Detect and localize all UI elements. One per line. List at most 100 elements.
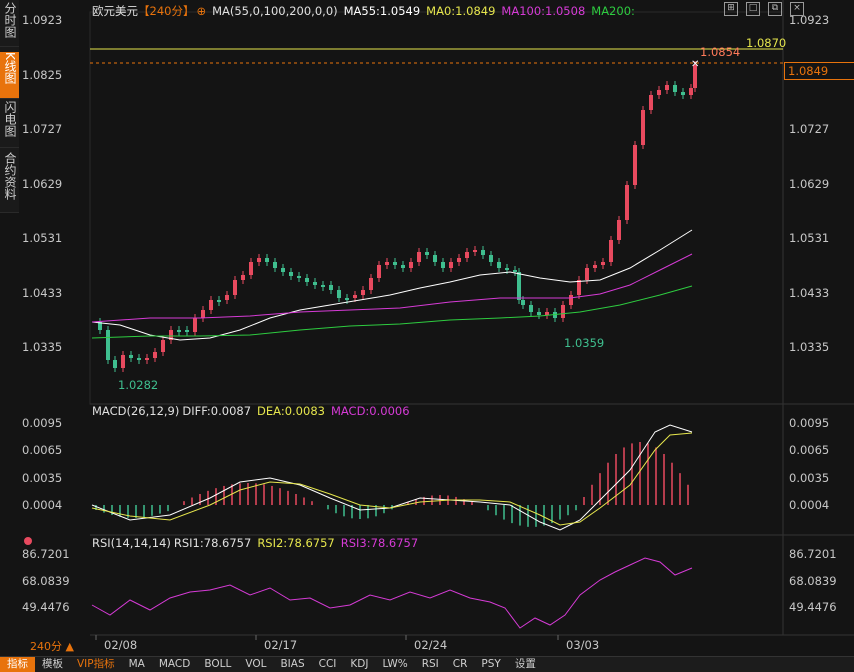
indicator-toolbar: 指标 模板 VIP指标 MA MACD BOLL VOL BIAS CCI KDJ LW% RSI CR…: [0, 656, 854, 672]
indicator-tab-vip-2[interactable]: VIP指标: [77, 658, 115, 670]
candle-body: [385, 262, 389, 265]
candle-body: [161, 340, 165, 352]
close-icon[interactable]: ×: [790, 2, 804, 16]
macd-ytick-right: 0.0095: [789, 416, 829, 430]
maximize-icon[interactable]: □: [746, 2, 760, 16]
ma100-value: MA100:1.0508: [501, 4, 586, 18]
candle-body: [617, 220, 621, 240]
candle-body: [609, 240, 613, 262]
candle-body: [98, 322, 102, 330]
tab-flash[interactable]: 闪电图: [0, 101, 19, 148]
candle-body: [329, 285, 333, 290]
candle-body: [305, 278, 309, 282]
candle-body: [337, 290, 341, 298]
macd-dea-line: [91, 432, 693, 526]
indicator-tab-psy-13[interactable]: PSY: [481, 658, 501, 670]
indicator-tab-cr-12[interactable]: CR: [452, 658, 468, 670]
candle-body: [137, 358, 141, 360]
indicator-tab-macd-4[interactable]: MACD: [158, 658, 191, 670]
macd-ytick-left: 0.0004: [22, 498, 62, 512]
candle-body: [517, 272, 521, 300]
tab-contract-info[interactable]: 合约资料: [0, 152, 19, 213]
candle-body: [545, 312, 549, 315]
period-label: 240分: [30, 640, 62, 653]
candle-body: [345, 298, 349, 300]
indicator-tab-rsi-11[interactable]: RSI: [421, 658, 439, 670]
price-ytick-left: 1.0335: [22, 340, 62, 354]
candle-body: [601, 262, 605, 265]
candle-body: [585, 268, 589, 280]
high-label: 1.0854: [700, 45, 740, 59]
candle-body: [106, 330, 110, 360]
candle-body: [569, 295, 573, 305]
period-tag: 【240分】: [138, 4, 195, 18]
candle-body: [521, 300, 525, 305]
xaxis-label: 03/03: [566, 638, 599, 652]
price-ytick-right: 1.0531: [789, 231, 829, 245]
price-ytick-left: 1.0923: [22, 13, 62, 27]
price-ytick-right: 1.0335: [789, 340, 829, 354]
price-ytick-right: 1.0629: [789, 177, 829, 191]
candle-body: [369, 278, 373, 290]
candle-body: [409, 262, 413, 268]
price-ytick-right: 1.0433: [789, 286, 829, 300]
indicator-tab-cci-8[interactable]: CCI: [318, 658, 337, 670]
restore-icon[interactable]: ⧉: [768, 2, 782, 16]
candle-body: [433, 255, 437, 262]
price-ytick-right: 1.0923: [789, 13, 829, 27]
xaxis-label: 02/08: [104, 638, 137, 652]
candle-body: [321, 285, 325, 287]
indicator-tab-kdj-9[interactable]: KDJ: [350, 658, 369, 670]
tab-kline[interactable]: K线图: [0, 52, 19, 99]
tab-timeshare[interactable]: 分时图: [0, 2, 19, 47]
triangle-up-icon: ▲: [65, 640, 74, 653]
candle-body: [273, 262, 277, 268]
candle-body: [425, 252, 429, 255]
indicator-tab-boll-5[interactable]: BOLL: [204, 658, 232, 670]
candle-body: [577, 280, 581, 295]
price-ytick-left: 1.0727: [22, 122, 62, 136]
indicator-tab--1[interactable]: 模板: [42, 658, 63, 670]
candle-body: [417, 252, 421, 262]
macd-dea: DEA:0.0083: [257, 404, 325, 418]
indicator-tab--14[interactable]: 设置: [514, 658, 536, 670]
price-ytick-left: 1.0531: [22, 231, 62, 245]
settings-icon[interactable]: ⊞: [724, 2, 738, 16]
candle-body: [129, 355, 133, 358]
ma200-line: [91, 285, 693, 339]
macd-ytick-left: 0.0035: [22, 471, 62, 485]
price-ytick-left: 1.0433: [22, 286, 62, 300]
rsi1-value: RSI1:78.6757: [173, 536, 252, 550]
candle-body: [353, 295, 357, 298]
candle-body: [665, 85, 669, 90]
macd-ytick-right: 0.0035: [789, 471, 829, 485]
candle-body: [153, 352, 157, 358]
candle-body: [497, 262, 501, 268]
period-selector[interactable]: 240分 ▲: [30, 638, 74, 654]
candle-body: [689, 88, 693, 95]
candle-body: [233, 280, 237, 295]
rsi-legend: RSI(14,14,14) RSI1:78.6757 RSI2:78.6757 RSI…: [92, 536, 424, 550]
macd-ytick-left: 0.0065: [22, 443, 62, 457]
tab-contract-info-label: 合约资料: [3, 152, 17, 200]
indicator-tab-lw-10[interactable]: LW%: [382, 658, 408, 670]
rsi2-value: RSI2:78.6757: [257, 536, 335, 550]
candle-body: [529, 305, 533, 312]
indicator-tab-bias-7[interactable]: BIAS: [280, 658, 305, 670]
candle-body: [265, 258, 269, 262]
resistance-label: 1.0870: [746, 36, 786, 50]
rsi-ytick-left: 68.0839: [22, 574, 70, 588]
add-icon[interactable]: ⊕: [196, 4, 207, 18]
price-legend: 欧元美元【240分】 ⊕ MA(55,0,100,200,0,0) MA55:1.05…: [92, 3, 641, 19]
candle-body: [225, 295, 229, 300]
symbol-name: 欧元美元: [92, 4, 138, 18]
candle-body: [121, 355, 125, 368]
indicator-tab-ma-3[interactable]: MA: [128, 658, 145, 670]
price-ytick-left: 1.0825: [22, 68, 62, 82]
ma200-value: MA200:: [591, 4, 635, 18]
indicator-tab-vol-6[interactable]: VOL: [245, 658, 267, 670]
macd-ytick-right: 0.0004: [789, 498, 829, 512]
candle-body: [249, 262, 253, 275]
indicator-tab--0[interactable]: 指标: [0, 657, 35, 672]
